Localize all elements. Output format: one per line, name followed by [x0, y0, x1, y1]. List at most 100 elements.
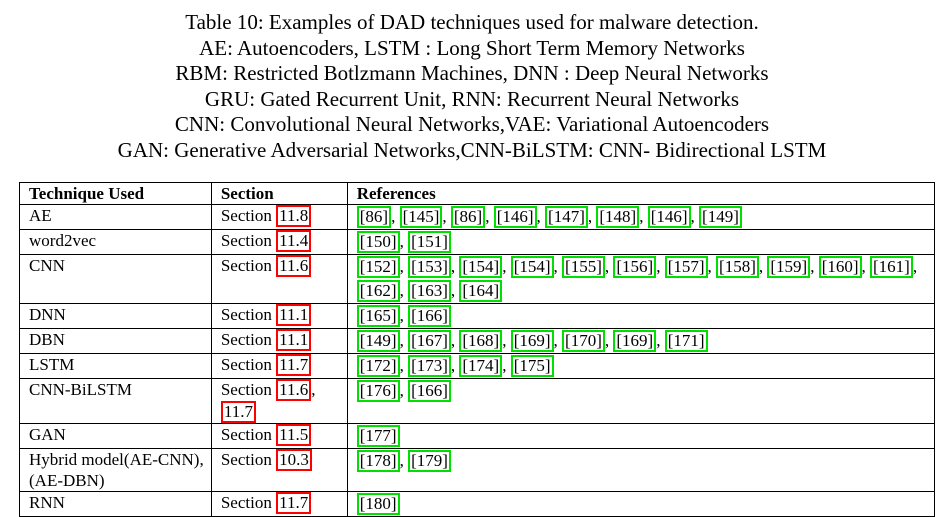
reference-link[interactable]: [146] [647, 206, 691, 228]
reference-link[interactable]: [164] [459, 280, 503, 302]
section-link[interactable]: 11.7 [276, 492, 312, 514]
table-row: AE Section 11.8 [86], [145], [86], [146], … [19, 204, 936, 230]
reference-link[interactable]: [149] [356, 330, 400, 352]
references-cell: [176], [166] [346, 378, 936, 424]
table-row: word2vec Section 11.4 [150], [151] [19, 229, 936, 255]
section-link[interactable]: 11.6 [276, 379, 312, 401]
section-prefix: Section [220, 425, 272, 444]
references-cell: [178], [179] [346, 448, 936, 492]
technique-cell: RNN [19, 491, 212, 517]
technique-cell: CNN [19, 254, 212, 304]
section-cell: Section 10.3 [210, 448, 348, 492]
section-prefix: Section [220, 231, 272, 250]
section-prefix: Section [220, 256, 272, 275]
reference-link[interactable]: [169] [613, 330, 657, 352]
reference-link[interactable]: [154] [459, 256, 503, 278]
references-cell: [152], [153], [154], [154], [155], [156]… [346, 254, 936, 304]
section-link[interactable]: 10.3 [276, 449, 312, 471]
reference-link[interactable]: [156] [613, 256, 657, 278]
table-body: AE Section 11.8 [86], [145], [86], [146], … [19, 204, 936, 517]
technique-cell: LSTM [19, 353, 212, 379]
reference-link[interactable]: [145] [399, 206, 443, 228]
reference-link[interactable]: [154] [510, 256, 554, 278]
caption-abbrev-line: CNN: Convolutional Neural Networks,VAE: … [174, 112, 770, 136]
section-link[interactable]: 11.5 [276, 424, 312, 446]
reference-link[interactable]: [161] [870, 256, 913, 278]
reference-link[interactable]: [86] [356, 206, 392, 228]
reference-link[interactable]: [171] [664, 330, 708, 352]
section-link[interactable]: 11.1 [276, 329, 312, 351]
reference-link[interactable]: [176] [356, 380, 400, 402]
reference-link[interactable]: [174] [459, 355, 503, 377]
header-references: References [346, 182, 936, 205]
section-cell: Section 11.1 [210, 303, 348, 329]
reference-link[interactable]: [166] [408, 380, 451, 402]
header-technique: Technique Used [19, 182, 212, 205]
references-cell: [172], [173], [174], [175] [346, 353, 936, 379]
table-row: GAN Section 11.5 [177] [19, 423, 936, 449]
table-row: RNN Section 11.7 [180] [19, 491, 936, 517]
section-link[interactable]: 11.6 [276, 255, 312, 277]
reference-link[interactable]: [162] [356, 280, 400, 302]
references-cell: [165], [166] [346, 303, 936, 329]
reference-link[interactable]: [168] [459, 330, 503, 352]
technique-cell: word2vec [19, 229, 212, 255]
table-row: CNN-BiLSTM Section 11.6,11.7 [176], [166] [19, 378, 936, 424]
technique-cell: AE [19, 204, 212, 230]
technique-cell: GAN [19, 423, 212, 449]
technique-cell: CNN-BiLSTM [19, 378, 212, 424]
caption-abbrev-line: GAN: Generative Adversarial Networks,CNN… [117, 137, 827, 162]
reference-link[interactable]: [175] [510, 355, 554, 377]
section-prefix: Section [220, 206, 272, 225]
reference-link[interactable]: [163] [408, 280, 451, 302]
section-link[interactable]: 11.1 [276, 304, 312, 326]
reference-link[interactable]: [146] [493, 206, 537, 228]
section-link[interactable]: 11.7 [220, 401, 256, 423]
section-cell: Section 11.6,11.7 [210, 378, 348, 424]
reference-link[interactable]: [151] [408, 231, 451, 253]
reference-link[interactable]: [177] [356, 425, 400, 447]
section-link[interactable]: 11.8 [276, 205, 312, 227]
section-prefix: Section [220, 380, 272, 399]
reference-link[interactable]: [147] [545, 206, 588, 228]
reference-link[interactable]: [179] [408, 450, 451, 472]
reference-link[interactable]: [158] [716, 256, 759, 278]
section-link[interactable]: 11.7 [276, 354, 312, 376]
table-caption: Table 10: Examples of DAD techniques use… [0, 10, 944, 163]
reference-link[interactable]: [170] [562, 330, 605, 352]
reference-link[interactable]: [160] [818, 256, 862, 278]
table-row: DNN Section 11.1 [165], [166] [19, 303, 936, 329]
caption-abbrev-line: GRU: Gated Recurrent Unit, RNN: Recurren… [204, 86, 740, 111]
reference-link[interactable]: [155] [562, 256, 605, 278]
table-header-row: Technique Used Section References [19, 182, 936, 205]
section-prefix: Section [220, 493, 272, 512]
reference-link[interactable]: [180] [356, 493, 400, 515]
section-cell: Section 11.8 [210, 204, 348, 230]
table-row: Hybrid model(AE-CNN),(AE-DBN) Section 10.… [19, 448, 936, 492]
table-row: DBN Section 11.1 [149], [167], [168], [169… [19, 328, 936, 354]
reference-link[interactable]: [148] [596, 206, 640, 228]
reference-link[interactable]: [152] [356, 256, 400, 278]
reference-link[interactable]: [169] [510, 330, 554, 352]
reference-link[interactable]: [173] [408, 355, 451, 377]
section-cell: Section 11.7 [210, 491, 348, 517]
reference-link[interactable]: [167] [408, 330, 451, 352]
section-prefix: Section [220, 330, 272, 349]
reference-link[interactable]: [172] [356, 355, 400, 377]
reference-link[interactable]: [165] [356, 305, 400, 327]
reference-link[interactable]: [153] [408, 256, 451, 278]
technique-cell: DBN [19, 328, 212, 354]
reference-link[interactable]: [86] [450, 206, 486, 228]
reference-link[interactable]: [157] [664, 256, 708, 278]
section-cell: Section 11.7 [210, 353, 348, 379]
section-prefix: Section [220, 450, 272, 469]
reference-link[interactable]: [150] [356, 231, 400, 253]
reference-link[interactable]: [178] [356, 450, 400, 472]
reference-link[interactable]: [159] [767, 256, 811, 278]
dad-techniques-table: Technique Used Section References AE Sect… [19, 182, 936, 517]
section-link[interactable]: 11.4 [276, 230, 312, 252]
header-section: Section [210, 182, 348, 205]
reference-link[interactable]: [166] [408, 305, 451, 327]
reference-link[interactable]: [149] [699, 206, 742, 228]
references-cell: [149], [167], [168], [169], [170], [169]… [346, 328, 936, 354]
